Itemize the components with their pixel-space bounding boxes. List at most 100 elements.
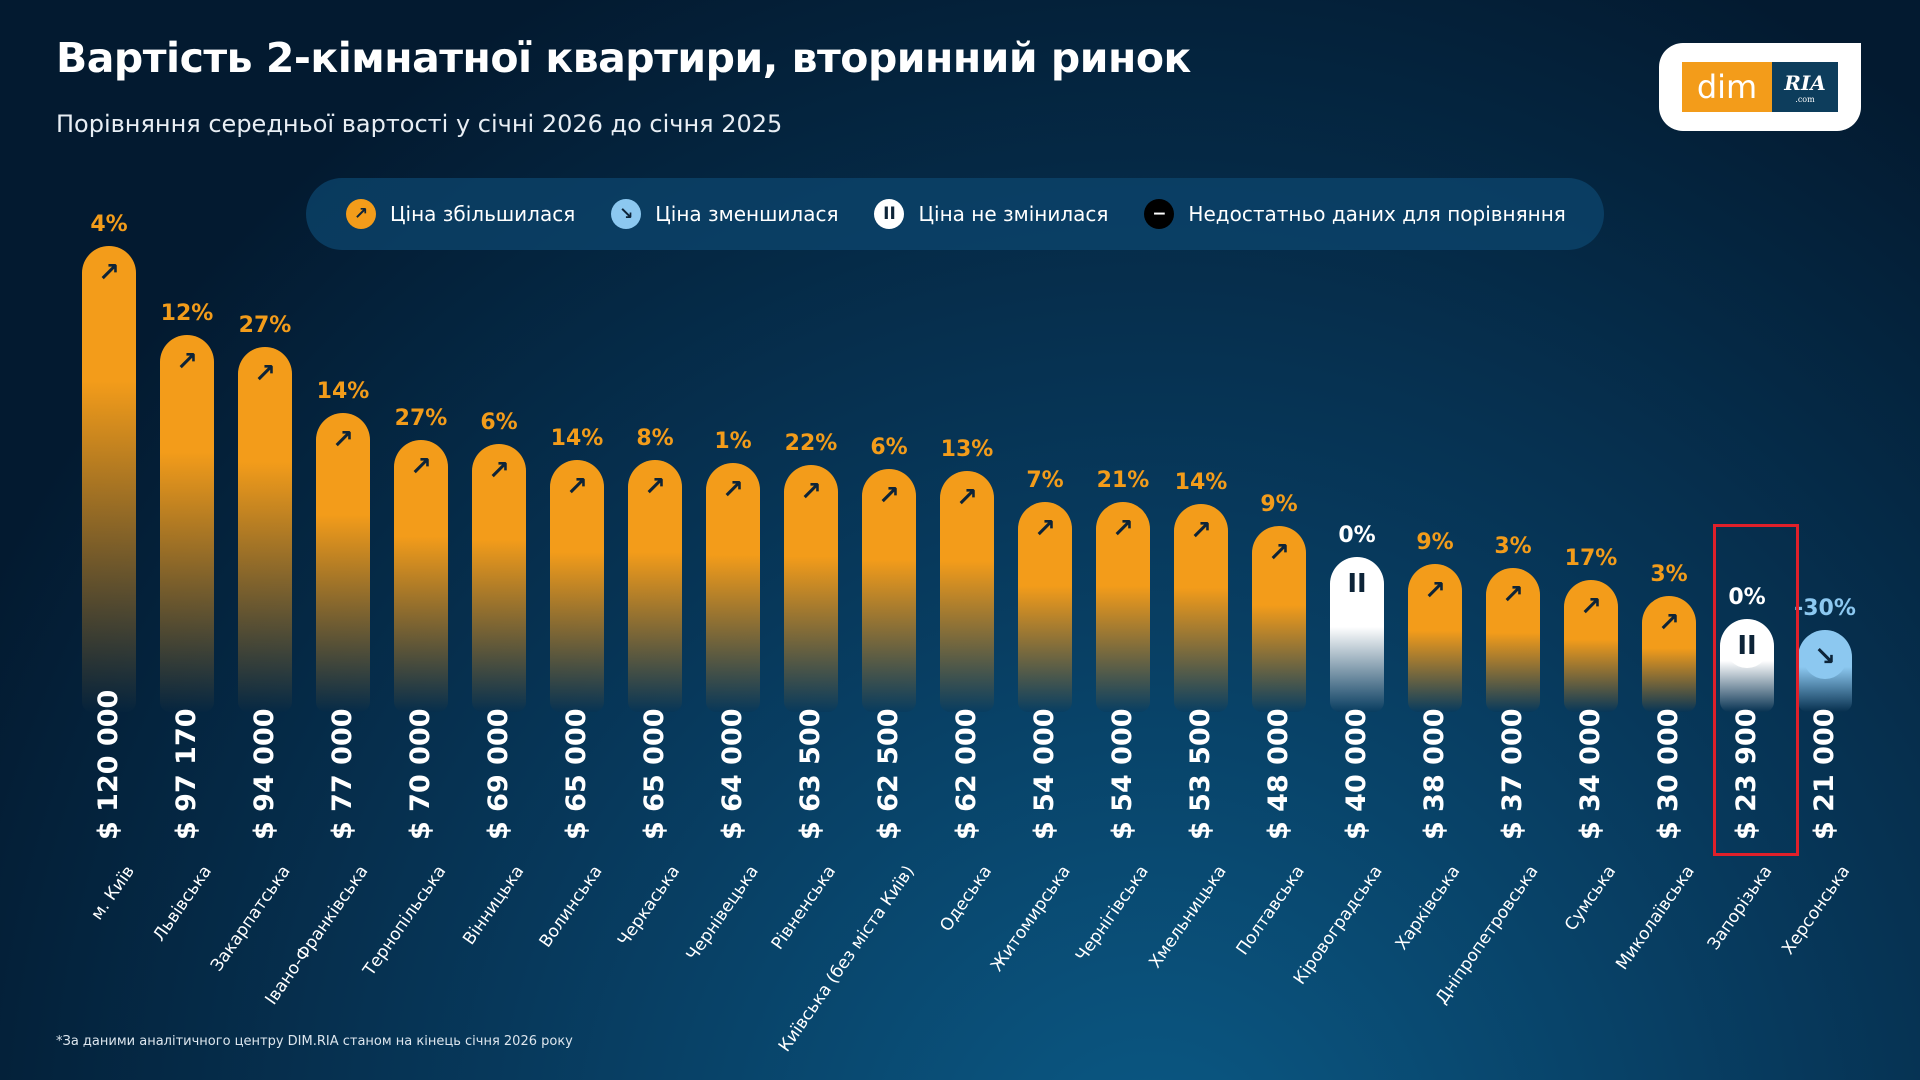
arrow-up-right-icon: ↗ (1580, 591, 1602, 622)
change-label: 13% (940, 437, 994, 463)
category-label: Житомирська (986, 862, 1075, 976)
legend-label: Ціна зменшилася (655, 202, 839, 226)
change-label: 0% (1728, 585, 1766, 611)
bar-5 (472, 444, 526, 712)
bar-2 (238, 346, 292, 712)
bar-10 (862, 469, 916, 712)
change-label: 0% (1338, 522, 1376, 548)
bar-1 (160, 334, 214, 712)
value-label: $ 65 000 (639, 708, 670, 840)
change-label: -30% (1794, 596, 1856, 622)
pause-icon: II (1335, 561, 1379, 606)
category-label: м. Київ (86, 862, 139, 924)
category-label: Одеська (936, 862, 997, 936)
arrow-up-right-icon: ↗ (332, 424, 354, 455)
bar-12 (1018, 502, 1072, 712)
category-label: Запорізька (1703, 862, 1777, 954)
legend-label: Недостатньо даних для порівняння (1188, 202, 1566, 226)
arrow-up-right-icon: ↗ (1424, 576, 1446, 607)
legend-label: Ціна збільшилася (390, 202, 576, 226)
value-label: $ 77 000 (327, 708, 358, 840)
change-label: 6% (870, 435, 908, 461)
category-label: Закарпатська (206, 862, 295, 976)
bar-17 (1408, 564, 1462, 712)
arrow-down-right-icon: ↘ (611, 199, 642, 229)
arrow-up-right-icon: ↗ (346, 199, 376, 229)
arrow-up-right-icon: ↗ (176, 346, 198, 377)
bar-3 (316, 412, 370, 712)
value-label: $ 48 000 (1263, 708, 1294, 840)
category-label: Сумська (1561, 862, 1621, 935)
value-label: $ 54 000 (1029, 708, 1060, 840)
change-label: 9% (1416, 530, 1454, 556)
category-label: Чернігівська (1071, 862, 1153, 966)
value-label: $ 21 000 (1809, 708, 1840, 840)
value-label: $ 69 000 (483, 708, 514, 840)
legend-item: − Недостатньо даних для порівняння (1144, 199, 1566, 229)
category-label: Харківська (1391, 862, 1465, 954)
value-label: $ 65 000 (561, 708, 592, 840)
value-label: $ 34 000 (1575, 708, 1606, 840)
pause-icon: II (874, 199, 905, 229)
logo-ria: RIA .com (1772, 62, 1838, 112)
arrow-up-right-icon: ↗ (956, 483, 978, 514)
bar-15 (1252, 525, 1306, 712)
bar-20 (1642, 595, 1696, 712)
change-label: 9% (1260, 491, 1298, 517)
arrow-up-right-icon: ↗ (98, 258, 120, 288)
value-label: $ 63 500 (795, 708, 826, 840)
change-label: 17% (1564, 545, 1618, 571)
category-label: Рівненська (767, 862, 841, 954)
bar-19 (1564, 579, 1618, 712)
bar-6 (550, 459, 604, 712)
logo-ria-text: RIA (1784, 70, 1826, 95)
arrow-up-right-icon: ↗ (1268, 537, 1290, 568)
arrow-down-right-icon: ↘ (1803, 635, 1847, 680)
arrow-up-right-icon: ↗ (410, 452, 432, 483)
arrow-up-right-icon: ↗ (1190, 516, 1212, 547)
value-label: $ 37 000 (1497, 708, 1528, 840)
value-label: $ 62 000 (951, 708, 982, 840)
arrow-up-right-icon: ↗ (722, 475, 744, 506)
arrow-up-right-icon: ↗ (566, 471, 588, 502)
category-label: Чернівецька (682, 862, 763, 965)
change-label: 27% (394, 406, 448, 432)
logo-dim: dim (1682, 62, 1772, 112)
change-label: 14% (1174, 470, 1228, 496)
category-label: Волинська (535, 862, 607, 952)
bar-11 (940, 471, 994, 712)
legend-item: ↗ Ціна збільшилася (346, 199, 575, 229)
page-title: Вартість 2-кімнатної квартири, вторинний… (56, 34, 1191, 82)
value-label: $ 97 170 (171, 708, 202, 840)
category-label: Хмельницька (1145, 862, 1231, 972)
dim-ria-logo: dim RIA .com (1659, 43, 1861, 131)
change-label: 22% (784, 431, 838, 457)
arrow-up-right-icon: ↗ (254, 358, 276, 389)
change-label: 7% (1026, 468, 1064, 494)
change-label: 1% (714, 429, 752, 455)
change-label: 3% (1494, 534, 1532, 560)
bar-8 (706, 463, 760, 712)
bar-9 (784, 465, 838, 712)
legend-item: ↘ Ціна зменшилася (611, 199, 838, 229)
arrow-up-right-icon: ↗ (800, 477, 822, 508)
change-label: 21% (1096, 468, 1150, 494)
value-label: $ 40 000 (1341, 708, 1372, 840)
pause-icon: II (1725, 624, 1769, 669)
value-label: $ 53 500 (1185, 708, 1216, 840)
logo-ria-sub: .com (1795, 94, 1815, 104)
legend: ↗ Ціна збільшилася ↘ Ціна зменшилася II Ціна … (306, 178, 1604, 250)
arrow-up-right-icon: ↗ (1502, 580, 1524, 611)
bar-0 (82, 246, 136, 712)
category-label: Херсонська (1778, 862, 1855, 959)
change-label: 3% (1650, 561, 1688, 587)
arrow-up-right-icon: ↗ (1658, 607, 1680, 638)
change-label: 27% (238, 312, 292, 338)
highlight-box (1713, 524, 1799, 856)
category-label: Полтавська (1232, 862, 1309, 960)
legend-item: II Ціна не змінилася (874, 199, 1108, 229)
category-label: Черкаська (614, 862, 685, 951)
bar-4 (394, 440, 448, 712)
change-label: 8% (636, 425, 674, 451)
